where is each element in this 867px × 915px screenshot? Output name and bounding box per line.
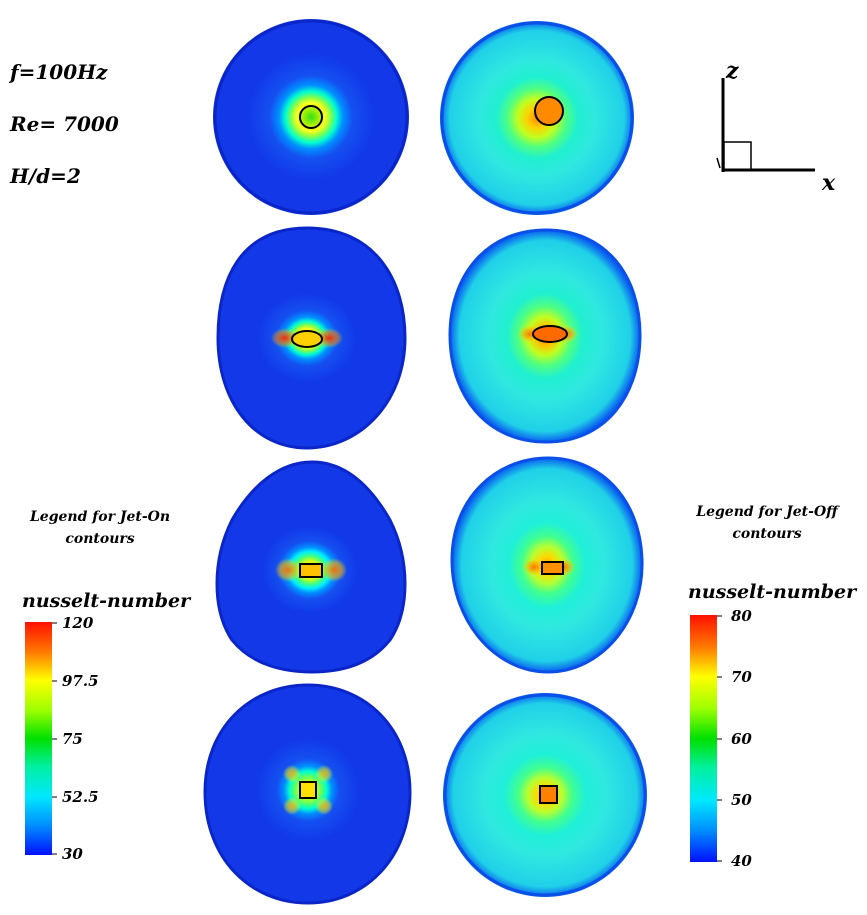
spacing-label: H/d=2 [10,164,81,188]
nozzle-outline-ellipse [532,325,568,343]
nozzle-outline-rectangle [299,563,323,578]
jet-off-contour-row-1 [440,21,634,215]
jet-on-tick: 120 [62,614,94,632]
jet-on-variable-label: nusselt-number [22,590,191,612]
jet-on-contour-row-4 [203,683,412,905]
jet-off-contour-row-2 [448,228,642,444]
nozzle-outline-circle [534,96,564,126]
jet-off-tick: 40 [731,852,752,870]
jet-on-contour-row-3 [215,460,407,674]
jet-off-tick: 70 [731,668,752,686]
nozzle-outline-ellipse [291,330,323,348]
jet-off-legend-title-line2: contours [732,526,802,542]
jet-off-tick: 60 [731,730,752,748]
jet-on-tick: 75 [62,730,83,748]
coordinate-axes [716,78,815,172]
parameters-block: f=100Hz Re= 7000 H/d=2 [10,62,119,218]
axis-x-label: x [822,170,836,196]
jet-off-legend-title: Legend for Jet-Off contours [672,501,862,545]
jet-off-contour-row-3 [450,456,644,674]
jet-on-legend-title-line2: contours [65,531,135,547]
nozzle-outline-rectangle [541,561,564,575]
jet-off-tick: 80 [731,607,752,625]
jet-on-contour-row-2 [216,226,407,450]
jet-on-tick: 97.5 [62,672,99,690]
jet-on-tick: 30 [62,845,83,863]
jet-off-variable-label: nusselt-number [688,581,857,603]
jet-on-colorbar [25,622,57,855]
jet-off-contour-row-4 [443,693,647,897]
jet-on-contour-row-1 [213,19,409,215]
jet-on-legend-title: Legend for Jet-On contours [5,506,195,550]
axis-z-label: z [726,58,739,84]
nozzle-outline-square [299,781,317,799]
jet-off-colorbar [690,615,722,862]
nozzle-outline-circle [299,105,323,129]
frequency-label: f=100Hz [10,60,108,84]
reynolds-label: Re= 7000 [10,112,119,136]
jet-on-tick: 52.5 [62,788,99,806]
jet-off-legend-title-line1: Legend for Jet-Off [696,504,838,520]
jet-on-legend-title-line1: Legend for Jet-On [29,509,171,525]
nozzle-outline-square [539,785,558,804]
jet-off-tick: 50 [731,791,752,809]
